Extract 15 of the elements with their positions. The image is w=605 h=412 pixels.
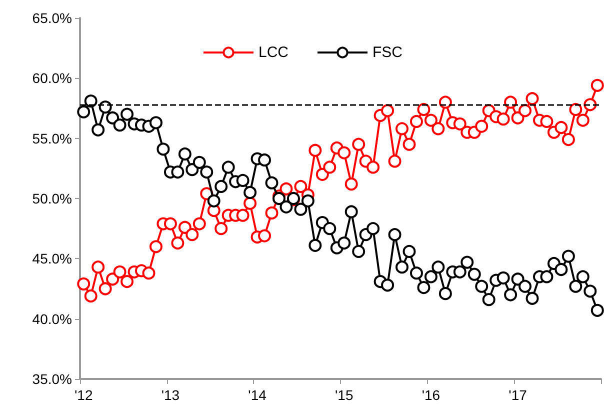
x-tick-label: '14 <box>248 387 267 403</box>
x-tick-label: '15 <box>334 387 354 403</box>
y-tick-label: 60.0% <box>32 70 72 86</box>
legend-label: LCC <box>258 44 289 61</box>
y-tick-label: 65.0% <box>32 10 72 26</box>
legend-label: FSC <box>372 44 403 61</box>
y-tick-label: 35.0% <box>32 371 72 387</box>
y-tick-label: 40.0% <box>32 310 72 327</box>
x-tick-label: '12 <box>74 387 93 403</box>
x-tick-label: '17 <box>508 387 528 403</box>
y-tick-label: 45.0% <box>32 250 72 267</box>
y-tick-label: 50.0% <box>32 190 72 206</box>
y-tick-label: 55.0% <box>32 130 72 146</box>
x-tick-label: '16 <box>422 387 440 403</box>
x-tick-label: '13 <box>161 387 180 403</box>
